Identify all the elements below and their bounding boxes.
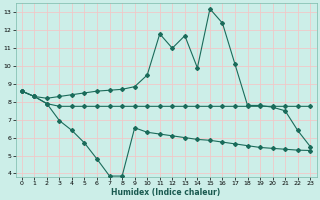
X-axis label: Humidex (Indice chaleur): Humidex (Indice chaleur)	[111, 188, 221, 197]
